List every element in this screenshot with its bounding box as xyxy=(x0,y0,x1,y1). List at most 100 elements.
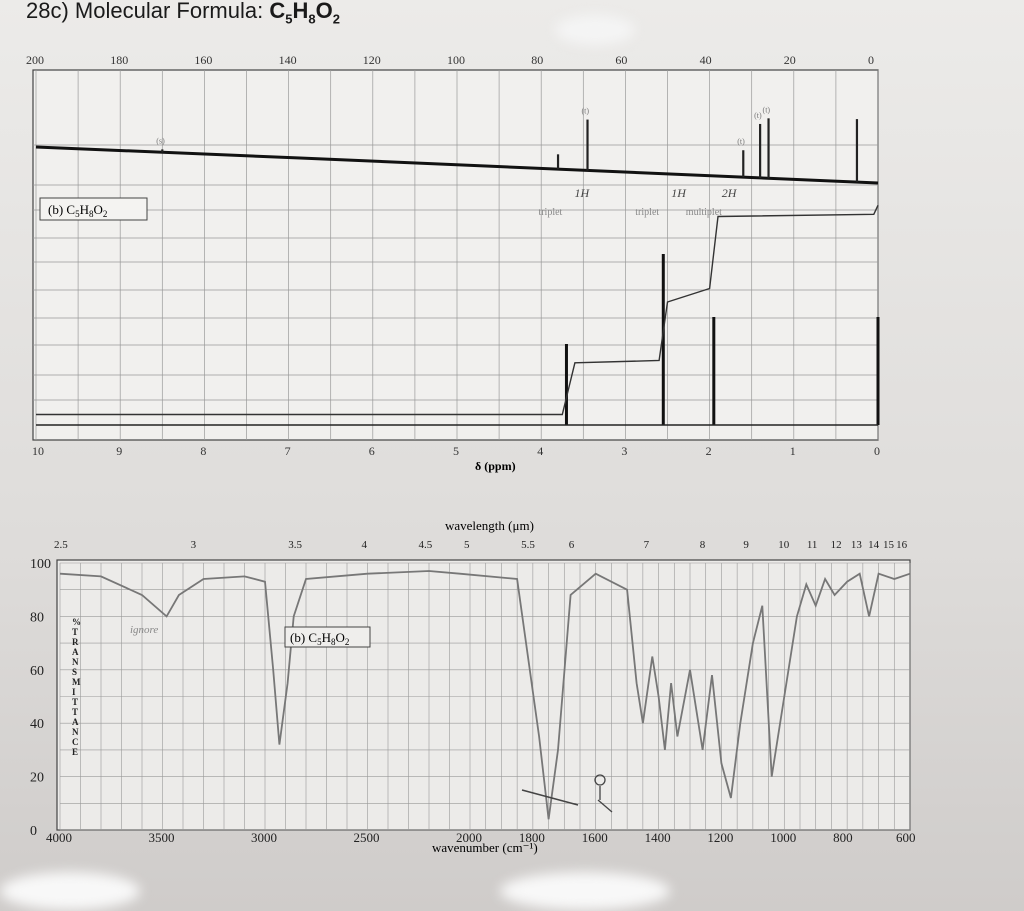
ir-label-text: (b) C5H8O2 xyxy=(290,630,349,647)
glare-spot xyxy=(0,872,140,910)
transmittance-letter: E xyxy=(72,747,78,757)
h1-integration-label: 2H xyxy=(722,186,738,200)
ir-x-tick-label: 1400 xyxy=(645,830,671,845)
ir-wavelength-tick-label: 10 xyxy=(778,539,790,551)
ir-x-tick-label: 1200 xyxy=(707,830,733,845)
ir-x-tick-label: 2500 xyxy=(354,830,380,845)
ir-wavelength-tick-label: 15 xyxy=(883,539,895,551)
ir-spectrum-line xyxy=(59,570,911,820)
ir-x-tick-label: 800 xyxy=(833,830,853,845)
carbonyl-arrow xyxy=(521,789,579,806)
ir-x-tick-label: 3500 xyxy=(149,830,175,845)
h1-tick-label: 0 xyxy=(874,444,880,458)
h1-label-text: (b) C5H8O2 xyxy=(48,202,107,219)
ir-wavelength-tick-label: 2.5 xyxy=(54,539,68,551)
ir-frame xyxy=(56,559,911,831)
c13-peak-label: (t) xyxy=(737,137,745,146)
ir-wavelength-tick-label: 16 xyxy=(896,539,908,551)
ir-x-tick-label: 2000 xyxy=(456,830,482,845)
ir-x-tick-label: 1800 xyxy=(519,830,545,845)
h1-tick-label: 9 xyxy=(116,444,122,458)
c13-peak-label: (t) xyxy=(754,111,762,120)
transmittance-letter: N xyxy=(72,657,79,667)
transmittance-letter: N xyxy=(72,727,79,737)
ir-x-tick-label: 1600 xyxy=(582,830,608,845)
transmittance-letter: T xyxy=(72,707,78,717)
h1-tick-label: 5 xyxy=(453,444,459,458)
c13-tick-label: 80 xyxy=(531,53,543,67)
c13-tick-label: 140 xyxy=(279,53,297,67)
h1-tick-label: 7 xyxy=(285,444,291,458)
c13-baseline xyxy=(35,145,879,185)
ir-y-axis: 0 20 40 60 80 100 xyxy=(30,557,51,839)
c13-tick-label: 60 xyxy=(615,53,627,67)
ir-wavelength-tick-label: 14 xyxy=(868,539,880,551)
transmittance-letter: T xyxy=(72,627,78,637)
ir-wavelength-tick-label: 11 xyxy=(807,539,818,551)
carbonyl-sketch xyxy=(594,774,613,813)
h1-tick-label: 3 xyxy=(621,444,627,458)
h1-sample-label: (b) C5H8O2 xyxy=(39,197,148,221)
transmittance-letter: R xyxy=(72,637,79,647)
ir-sample-label: (b) C5H8O2 xyxy=(284,626,371,648)
ir-y-tick-label: 0 xyxy=(30,824,37,839)
transmittance-letter: A xyxy=(72,647,79,657)
h1-integration-label: 1H xyxy=(574,186,590,200)
ir-x-tick-label: 4000 xyxy=(46,830,72,845)
transmittance-letter: % xyxy=(72,617,81,627)
ir-wavelength-tick-label: 4 xyxy=(362,539,368,551)
glare-spot xyxy=(555,15,635,45)
transmittance-letter: M xyxy=(72,677,81,687)
c13-tick-label: 120 xyxy=(363,53,381,67)
h1-tick-label: 2 xyxy=(706,444,712,458)
h1-tick-label: 6 xyxy=(369,444,375,458)
transmittance-letter: S xyxy=(72,667,77,677)
h1-multiplicity-label: triplet xyxy=(538,207,562,218)
h1-multiplicity-label: triplet xyxy=(635,207,659,218)
h1-integration-curve xyxy=(36,205,879,416)
ignore-annotation: ignore xyxy=(130,624,158,636)
ir-wavelength-tick-label: 12 xyxy=(831,539,842,551)
h1-axis: 10 9 8 7 6 5 4 3 2 1 0 xyxy=(32,444,880,458)
ir-y-tick-label: 20 xyxy=(30,771,44,786)
transmittance-letter: T xyxy=(72,697,78,707)
ir-wavelength-axis: 2.5 3 3.5 4 4.5 5 5.5 6 7 8 9 10 11 12 13 14 15 16 xyxy=(54,539,908,551)
nmr-grid xyxy=(33,70,879,440)
ir-wavelength-tick-label: 7 xyxy=(644,539,650,551)
ir-wavelength-tick-label: 3 xyxy=(191,539,197,551)
ir-wavelength-tick-label: 5.5 xyxy=(521,539,535,551)
c13-peak-label: (s) xyxy=(156,136,165,145)
c13-tick-label: 100 xyxy=(447,53,465,67)
ir-x-tick-label: 600 xyxy=(896,830,916,845)
ir-y-tick-label: 100 xyxy=(30,557,51,572)
nmr-frame xyxy=(32,69,879,441)
transmittance-letter: A xyxy=(72,717,79,727)
ir-wavelength-tick-label: 9 xyxy=(743,539,749,551)
h1-integration-label: 1H xyxy=(671,186,687,200)
ir-y-tick-label: 80 xyxy=(30,610,44,625)
c13-tick-label: 200 xyxy=(26,53,44,67)
glare-spot xyxy=(500,872,670,910)
c13-peak-label: (t) xyxy=(582,107,590,116)
ir-wavelength-tick-label: 5 xyxy=(464,539,470,551)
ir-wavelength-tick-label: 4.5 xyxy=(418,539,432,551)
h1-tick-label: 8 xyxy=(200,444,206,458)
ir-x-tick-label: 3000 xyxy=(251,830,277,845)
h1-tick-label: 10 xyxy=(32,444,44,458)
c13-tick-label: 0 xyxy=(868,53,874,67)
h1-tick-label: 4 xyxy=(537,444,543,458)
ir-x-tick-label: 1000 xyxy=(770,830,796,845)
c13-tick-label: 40 xyxy=(700,53,712,67)
ir-wavelength-tick-label: 8 xyxy=(700,539,706,551)
wavelength-label: wavelength (μm) xyxy=(445,518,534,533)
ir-wavelength-tick-label: 3.5 xyxy=(288,539,302,551)
c13-axis: 200 180 160 140 120 100 80 60 40 20 0 xyxy=(26,53,874,67)
c13-peak-label: (t) xyxy=(763,105,771,114)
ir-wavelength-tick-label: 13 xyxy=(851,539,863,551)
transmittance-letter: I xyxy=(72,687,76,697)
c13-tick-label: 180 xyxy=(110,53,128,67)
h1-tick-label: 1 xyxy=(790,444,796,458)
